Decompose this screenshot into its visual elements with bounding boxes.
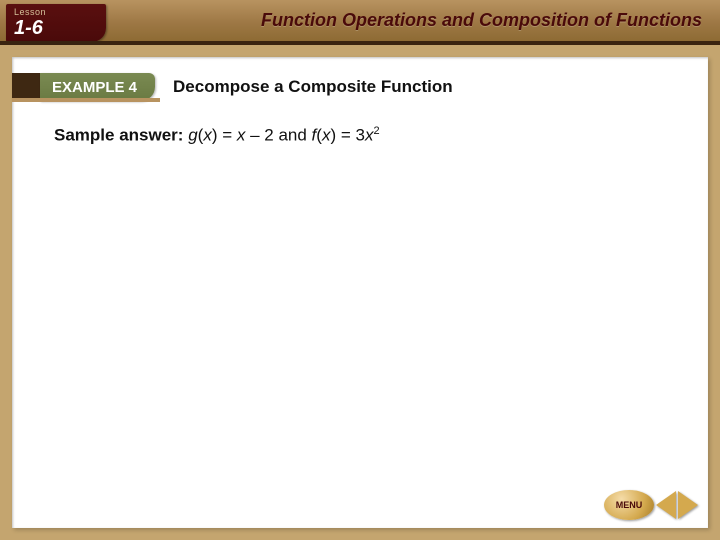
lesson-number: 1-6	[14, 17, 98, 40]
example-header: EXAMPLE 4 Decompose a Composite Function	[12, 71, 708, 103]
g-fn: g	[188, 126, 197, 145]
banner-title: Function Operations and Composition of F…	[261, 10, 702, 31]
next-arrow-icon[interactable]	[678, 491, 698, 519]
menu-button[interactable]: MENU	[604, 490, 654, 520]
content-panel: EXAMPLE 4 Decompose a Composite Function…	[12, 57, 708, 528]
sample-answer-text: Sample answer: g(x) = x – 2 and f(x) = 3…	[54, 125, 380, 146]
nav-controls: MENU	[604, 490, 698, 520]
main-frame: EXAMPLE 4 Decompose a Composite Function…	[0, 45, 720, 540]
g-var: x	[203, 126, 212, 145]
prev-arrow-icon[interactable]	[656, 491, 676, 519]
f-close-eq: ) = 3	[330, 126, 365, 145]
lesson-badge: Lesson 1-6	[6, 4, 106, 42]
example-title: Decompose a Composite Function	[173, 77, 453, 97]
example-stripe-light	[12, 98, 160, 102]
f-exp: 2	[373, 125, 379, 137]
example-stripe	[12, 73, 40, 101]
example-badge: EXAMPLE 4	[40, 73, 155, 101]
answer-label: Sample answer:	[54, 126, 183, 145]
g-rest: – 2 and	[245, 126, 311, 145]
lesson-label: Lesson	[14, 7, 98, 17]
top-banner: Lesson 1-6 Function Operations and Compo…	[0, 0, 720, 45]
g-close-eq: ) =	[212, 126, 237, 145]
